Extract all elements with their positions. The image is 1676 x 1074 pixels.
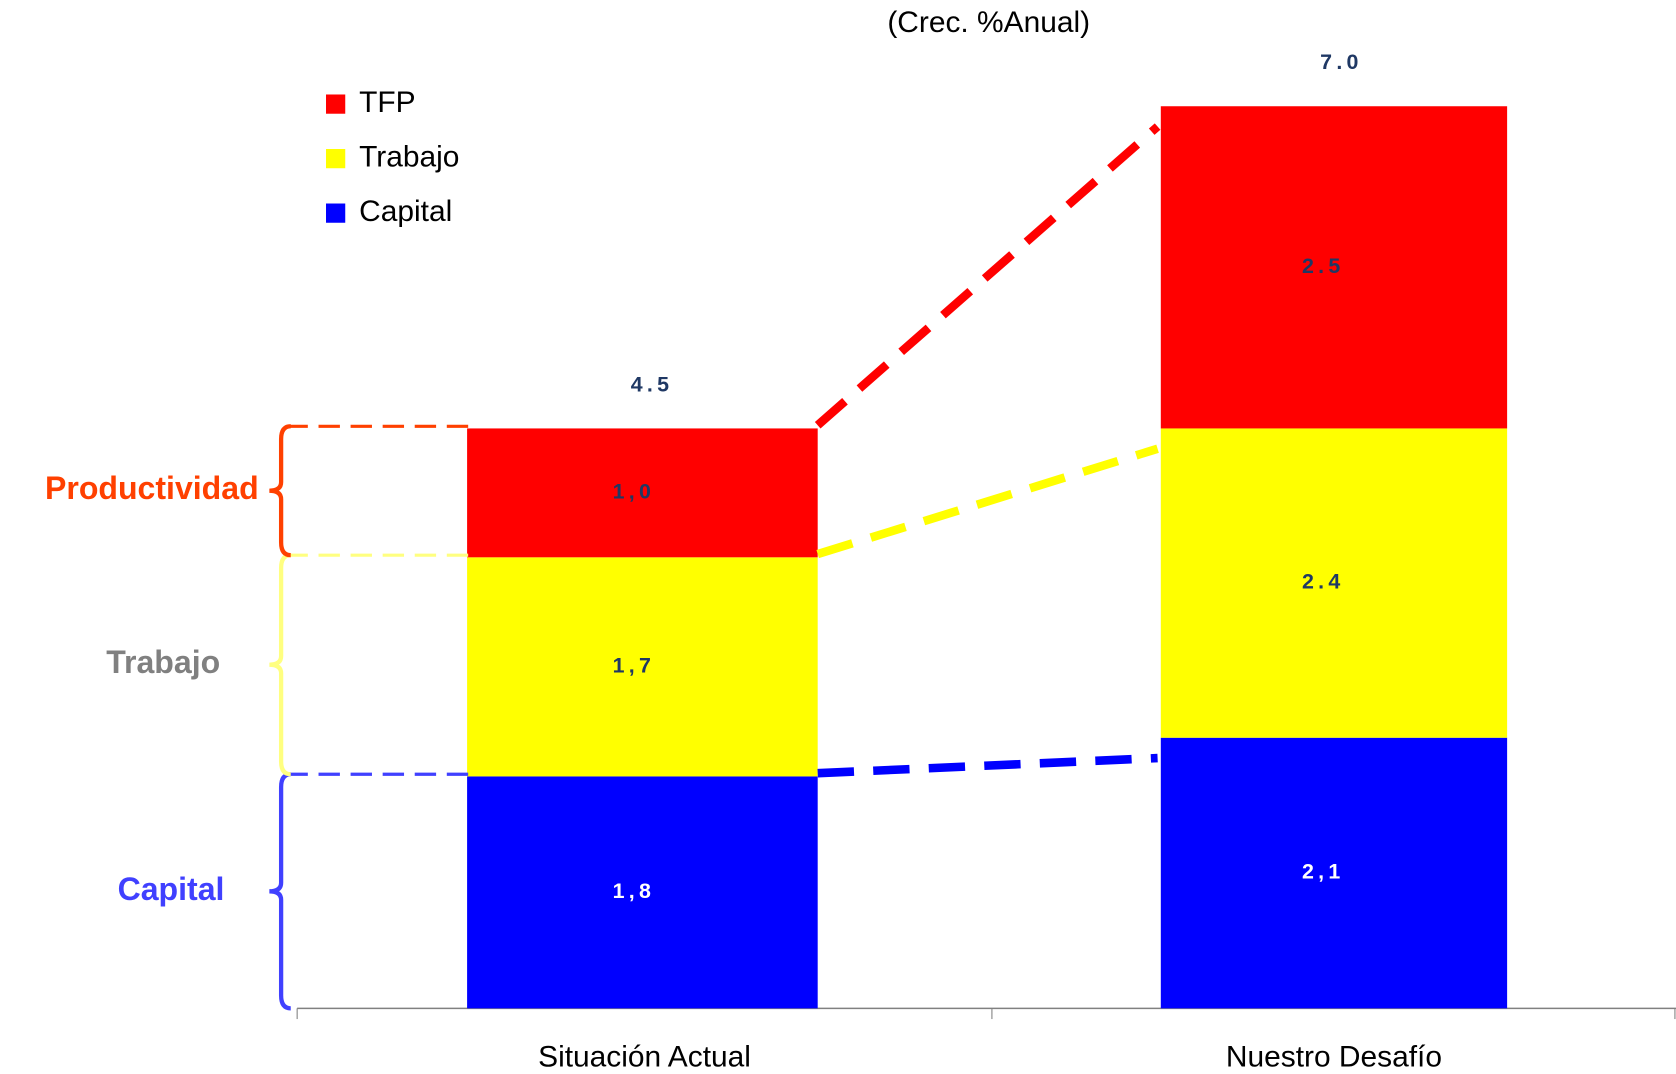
legend-label: TFP <box>359 86 415 119</box>
value-label: 1,8 <box>613 879 656 903</box>
annotation: Capital <box>118 871 225 907</box>
value-label: 2.5 <box>1302 254 1345 278</box>
bar-segment <box>1160 428 1508 738</box>
x-tick-label: Situación Actual <box>538 1041 751 1074</box>
annotation: Productividad <box>45 470 259 506</box>
bar-segment <box>467 776 818 1009</box>
brace <box>269 424 291 558</box>
value-label: 2.4 <box>1302 570 1345 594</box>
legend-swatch <box>326 94 346 114</box>
total-label: 4.5 <box>631 372 674 396</box>
legend-swatch <box>326 148 346 169</box>
brace <box>269 553 291 777</box>
x-tick-label: Nuestro Desafío <box>1226 1041 1442 1074</box>
value-label: 1,7 <box>613 653 656 677</box>
connector <box>814 123 1161 429</box>
bar-segment <box>467 557 818 777</box>
total-label: 7.0 <box>1320 50 1363 74</box>
value-label: 2,1 <box>1302 860 1345 884</box>
chart-subtitle: (Crec. %Anual) <box>887 6 1090 39</box>
connector <box>817 753 1158 778</box>
legend-label: Capital <box>359 195 452 228</box>
brace <box>269 772 291 1011</box>
bar-segment <box>1160 106 1508 429</box>
legend-swatch <box>326 203 346 223</box>
bar-segment <box>467 428 818 558</box>
connector <box>816 444 1159 559</box>
legend-label: Trabajo <box>359 141 459 174</box>
annotation: Trabajo <box>106 644 220 680</box>
bar-segment <box>1160 737 1508 1009</box>
value-label: 1,0 <box>613 480 656 504</box>
